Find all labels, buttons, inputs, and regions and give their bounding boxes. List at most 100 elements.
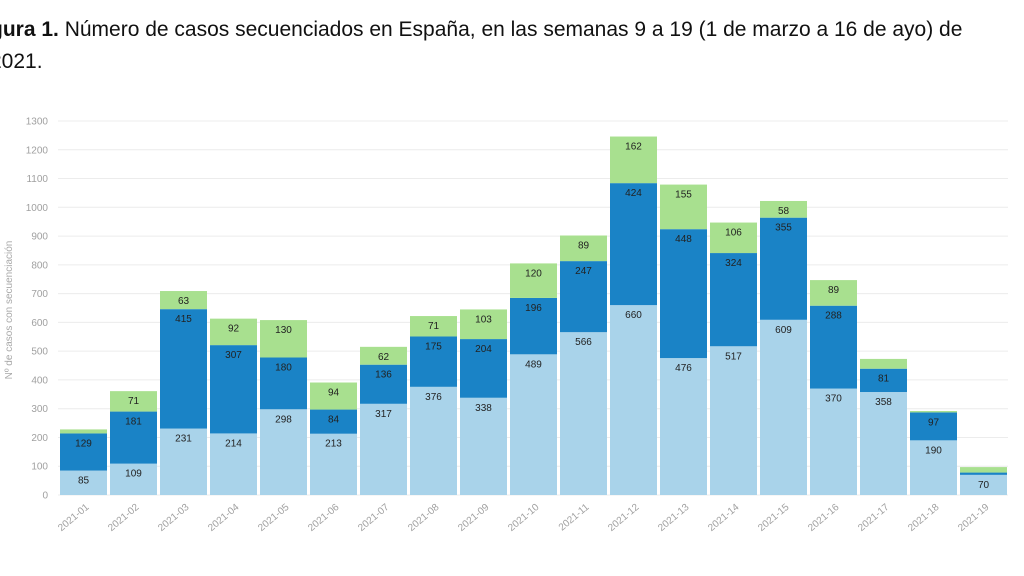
data-label: 448 <box>675 234 692 245</box>
data-label: 358 <box>875 397 892 408</box>
bar-segment-bottom <box>910 440 957 495</box>
data-label: 106 <box>725 228 742 239</box>
bar-segment-middle <box>460 339 507 398</box>
x-tick-label: 2021-14 <box>706 502 742 534</box>
data-label: 376 <box>425 392 442 403</box>
x-tick-label: 2021-02 <box>106 502 142 534</box>
bar-segment-top <box>110 391 157 412</box>
data-label: 324 <box>725 258 742 269</box>
data-label: 517 <box>725 351 742 362</box>
bar-segment-bottom <box>810 388 857 495</box>
x-tick-label: 2021-01 <box>56 502 92 534</box>
bar-segment-middle <box>560 261 607 333</box>
bar-segment-bottom <box>560 332 607 495</box>
bar-segment-top <box>60 429 107 434</box>
bar-segment-top <box>910 410 957 413</box>
data-label: 213 <box>325 439 342 450</box>
bar-segment-middle <box>760 217 807 320</box>
data-label: 175 <box>425 341 442 352</box>
bar-segment-bottom <box>210 433 257 495</box>
bar-segment-bottom <box>510 354 557 495</box>
x-axis-ticks: 2021-01 2021-02 2021-03 2021-04 2021-05 2021-… <box>56 502 992 534</box>
data-label: 109 <box>125 469 142 480</box>
y-tick-label: 200 <box>31 433 48 444</box>
x-tick-label: 2021-11 <box>557 502 592 534</box>
figure-caption: gura 1. Número de casos secuenciados en … <box>0 14 1000 78</box>
bar-segment-middle <box>810 305 857 389</box>
x-tick-label: 2021-05 <box>256 502 292 534</box>
data-label: 288 <box>825 311 842 322</box>
data-label: 71 <box>128 396 140 407</box>
bar-segment-middle <box>710 253 757 347</box>
bar-segment-top <box>260 320 307 358</box>
bar-segment-top <box>210 318 257 346</box>
bar-segment-bottom <box>760 319 807 495</box>
bar-segment-middle <box>860 368 907 393</box>
data-label: 190 <box>925 445 942 456</box>
bar-segment-middle <box>260 357 307 410</box>
data-label: 71 <box>428 321 440 332</box>
bar-segment-middle <box>410 336 457 387</box>
data-label: 609 <box>775 325 792 336</box>
data-label: 214 <box>225 438 242 449</box>
bar-segment-middle <box>210 345 257 434</box>
data-label: 70 <box>978 480 990 491</box>
x-tick-label: 2021-04 <box>206 502 242 534</box>
bar-segment-bottom <box>260 409 307 495</box>
bar-segment-middle <box>610 183 657 306</box>
x-tick-label: 2021-17 <box>856 502 892 534</box>
y-tick-label: 800 <box>31 260 48 271</box>
bar-segment-bottom <box>460 397 507 495</box>
data-label: 231 <box>175 434 192 445</box>
y-tick-label: 1100 <box>26 174 48 185</box>
y-axis-ticks: 0 100 200 300 400 500 600 700 800 900 1000 1100 1200… <box>26 117 49 502</box>
bar-segment-bottom <box>310 433 357 495</box>
y-tick-label: 500 <box>31 347 48 358</box>
bar-segment-bottom <box>360 403 407 495</box>
y-tick-label: 100 <box>31 462 48 473</box>
data-label: 89 <box>578 241 590 252</box>
bar-segment-bottom <box>860 392 907 495</box>
bar-segment-middle <box>160 309 207 429</box>
bar-segment-top <box>960 467 1007 473</box>
bar-segment-middle <box>360 364 407 404</box>
data-label: 94 <box>328 388 340 399</box>
data-label: 58 <box>778 206 790 217</box>
data-label: 92 <box>228 324 240 335</box>
data-label: 155 <box>675 190 692 201</box>
data-label: 338 <box>475 403 492 414</box>
bar-segment-middle <box>660 229 707 359</box>
data-label: 81 <box>878 374 890 385</box>
data-label: 196 <box>525 303 542 314</box>
data-label: 97 <box>928 417 940 428</box>
bar-segment-top <box>810 280 857 306</box>
bar-segment-top <box>560 235 607 262</box>
bar-segment-bottom <box>710 346 757 495</box>
data-label: 120 <box>525 268 542 279</box>
x-tick-label: 2021-03 <box>156 502 192 534</box>
data-label: 162 <box>625 142 642 153</box>
data-label: 136 <box>375 370 392 381</box>
data-label: 424 <box>625 188 642 199</box>
x-tick-label: 2021-16 <box>806 502 842 534</box>
x-tick-label: 2021-06 <box>306 502 342 534</box>
bar-segment-bottom <box>60 470 107 495</box>
x-tick-label: 2021-13 <box>656 502 692 534</box>
bar-segment-top <box>860 358 907 369</box>
data-label: 307 <box>225 350 242 361</box>
x-tick-label: 2021-10 <box>506 502 542 534</box>
bar-segment-middle <box>110 411 157 464</box>
data-label: 180 <box>275 362 292 373</box>
data-label: 660 <box>625 310 642 321</box>
x-tick-label: 2021-19 <box>956 502 992 534</box>
bar-segment-bottom <box>660 358 707 495</box>
y-tick-label: 300 <box>31 404 48 415</box>
y-tick-label: 700 <box>31 289 48 300</box>
data-label: 298 <box>275 414 292 425</box>
data-label: 84 <box>328 415 340 426</box>
data-label: 247 <box>575 266 592 277</box>
y-tick-label: 600 <box>31 318 48 329</box>
y-tick-label: 1200 <box>26 145 49 156</box>
bar-segment-top <box>360 346 407 365</box>
x-tick-label: 2021-08 <box>406 502 442 534</box>
